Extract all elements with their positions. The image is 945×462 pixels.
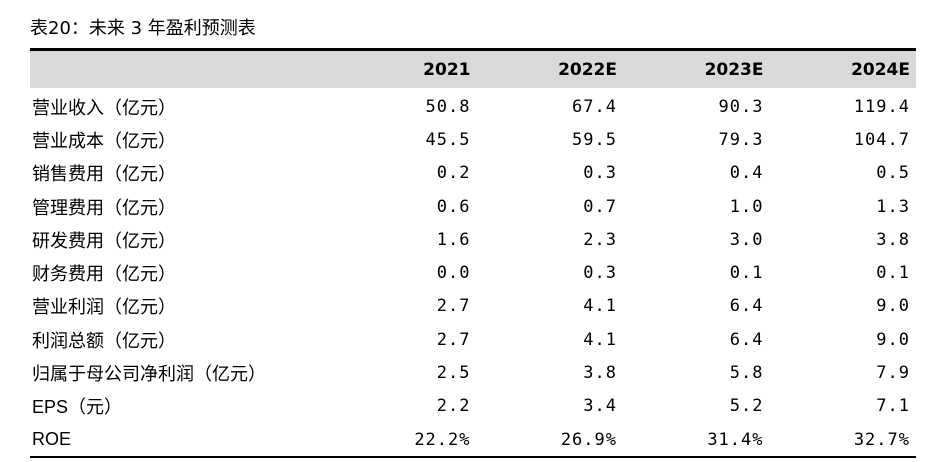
row-label: 归属于母公司净利润（亿元） bbox=[32, 364, 266, 386]
row-value: 9.0 bbox=[876, 329, 910, 350]
row-value: 3.8 bbox=[583, 363, 617, 384]
row-value: 59.5 bbox=[572, 129, 617, 150]
row-value: 2.7 bbox=[436, 296, 471, 317]
row-value: 50.8 bbox=[425, 96, 471, 117]
row-value: 7.1 bbox=[876, 396, 910, 417]
row-value: 0.1 bbox=[876, 263, 910, 284]
header-row: 2021 2022E 2023E 2024E bbox=[30, 51, 916, 88]
row-value: 104.7 bbox=[853, 129, 910, 150]
table-row: 营业利润（亿元） 2.7 4.1 6.4 9.0 bbox=[30, 290, 916, 323]
row-label: 营业利润（亿元） bbox=[32, 297, 176, 319]
row-value: 2.3 bbox=[583, 229, 617, 250]
row-value: 0.5 bbox=[876, 163, 910, 184]
row-value: 26.9% bbox=[476, 422, 623, 459]
row-value: 4.1 bbox=[583, 296, 617, 317]
table-row: 归属于母公司净利润（亿元） 2.5 3.8 5.8 7.9 bbox=[30, 356, 916, 389]
row-value: 2.7 bbox=[436, 329, 471, 350]
row-value: 0.6 bbox=[436, 196, 471, 217]
table-row: 财务费用（亿元） 0.0 0.3 0.1 0.1 bbox=[30, 256, 916, 289]
top-rule bbox=[30, 48, 916, 51]
row-label: 管理费用（亿元） bbox=[32, 197, 176, 219]
row-value: 5.2 bbox=[729, 396, 764, 417]
row-value: 67.4 bbox=[572, 96, 617, 117]
table-row: 销售费用（亿元） 0.2 0.3 0.4 0.5 bbox=[30, 157, 916, 190]
row-value: 31.4% bbox=[623, 422, 770, 459]
row-value: 0.1 bbox=[729, 263, 764, 284]
table-row: 管理费用（亿元） 0.6 0.7 1.0 1.3 bbox=[30, 190, 916, 223]
row-value: 6.4 bbox=[729, 296, 764, 317]
forecast-table-container: 表20：未来 3 年盈利预测表 2021 2022E 2023E 2024E 营… bbox=[30, 14, 916, 459]
row-value: 2.2 bbox=[436, 396, 471, 417]
row-value: 3.8 bbox=[876, 229, 910, 250]
row-value: 45.5 bbox=[425, 129, 471, 150]
row-label: 销售费用（亿元） bbox=[32, 164, 176, 186]
row-value: 90.3 bbox=[718, 96, 764, 117]
header-year-2021: 2021 bbox=[330, 51, 477, 88]
table-row: 营业成本（亿元） 45.5 59.5 79.3 104.7 bbox=[30, 123, 916, 156]
row-label: 利润总额（亿元） bbox=[32, 330, 176, 352]
table-row: ROE 22.2% 26.9% 31.4% 32.7% bbox=[30, 422, 916, 459]
row-label: EPS（元） bbox=[32, 397, 123, 418]
row-value: 6.4 bbox=[729, 329, 764, 350]
header-year-2022e: 2022E bbox=[476, 51, 623, 88]
table-row: 营业收入（亿元） 50.8 67.4 90.3 119.4 bbox=[30, 88, 916, 123]
row-value: 0.7 bbox=[583, 196, 617, 217]
row-value: 79.3 bbox=[718, 129, 764, 150]
row-value: 32.7% bbox=[769, 422, 916, 459]
row-value: 1.0 bbox=[729, 196, 764, 217]
row-value: 3.0 bbox=[729, 229, 764, 250]
row-label: ROE bbox=[30, 422, 330, 459]
table-row: 利润总额（亿元） 2.7 4.1 6.4 9.0 bbox=[30, 323, 916, 356]
header-year-2024e: 2024E bbox=[769, 51, 916, 88]
table-title: 表20：未来 3 年盈利预测表 bbox=[30, 18, 256, 39]
row-value: 2.5 bbox=[436, 363, 471, 384]
row-value: 1.6 bbox=[436, 229, 471, 250]
row-value: 0.4 bbox=[729, 163, 764, 184]
row-value: 1.3 bbox=[876, 196, 910, 217]
row-value: 3.4 bbox=[583, 396, 617, 417]
row-label: 财务费用（亿元） bbox=[32, 264, 176, 286]
row-value: 22.2% bbox=[330, 422, 477, 459]
row-label: 营业成本（亿元） bbox=[32, 130, 176, 152]
row-value: 7.9 bbox=[876, 363, 910, 384]
row-value: 0.3 bbox=[583, 263, 617, 284]
row-label: 营业收入（亿元） bbox=[32, 97, 176, 119]
row-label: 研发费用（亿元） bbox=[32, 230, 176, 252]
row-value: 5.8 bbox=[729, 363, 764, 384]
row-value: 0.0 bbox=[436, 263, 471, 284]
table-row: EPS（元） 2.2 3.4 5.2 7.1 bbox=[30, 390, 916, 423]
row-value: 0.3 bbox=[583, 163, 617, 184]
header-year-2023e: 2023E bbox=[623, 51, 770, 88]
row-value: 9.0 bbox=[876, 296, 910, 317]
table-row: 研发费用（亿元） 1.6 2.3 3.0 3.8 bbox=[30, 223, 916, 256]
header-label-cell bbox=[30, 51, 330, 88]
row-value: 4.1 bbox=[583, 329, 617, 350]
row-value: 0.2 bbox=[436, 163, 471, 184]
row-value: 119.4 bbox=[853, 96, 910, 117]
profit-forecast-table: 2021 2022E 2023E 2024E 营业收入（亿元） 50.8 67.… bbox=[30, 51, 916, 459]
